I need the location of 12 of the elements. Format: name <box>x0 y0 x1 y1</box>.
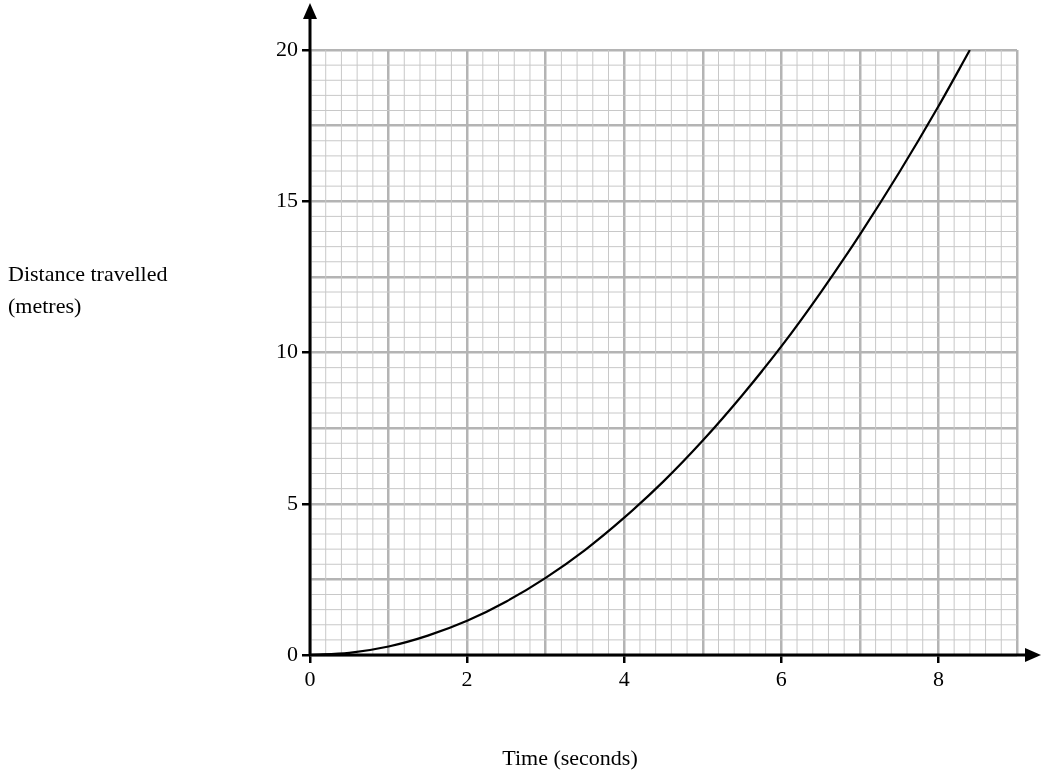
x-axis-title: Time (seconds) <box>502 744 638 772</box>
x-tick-label: 8 <box>932 665 944 691</box>
x-tick-label: 2 <box>461 665 473 691</box>
y-tick-label: 10 <box>276 338 298 364</box>
x-tick-label: 4 <box>618 665 630 691</box>
x-tick-label: 0 <box>304 665 316 691</box>
x-tick-label: 6 <box>775 665 787 691</box>
y-tick-label: 5 <box>287 489 298 515</box>
y-tick-label: 15 <box>276 187 298 213</box>
y-tick-label: 20 <box>276 35 298 61</box>
y-axis-title: Distance travelled (metres) <box>8 260 168 320</box>
y-tick-label: 0 <box>287 640 298 666</box>
